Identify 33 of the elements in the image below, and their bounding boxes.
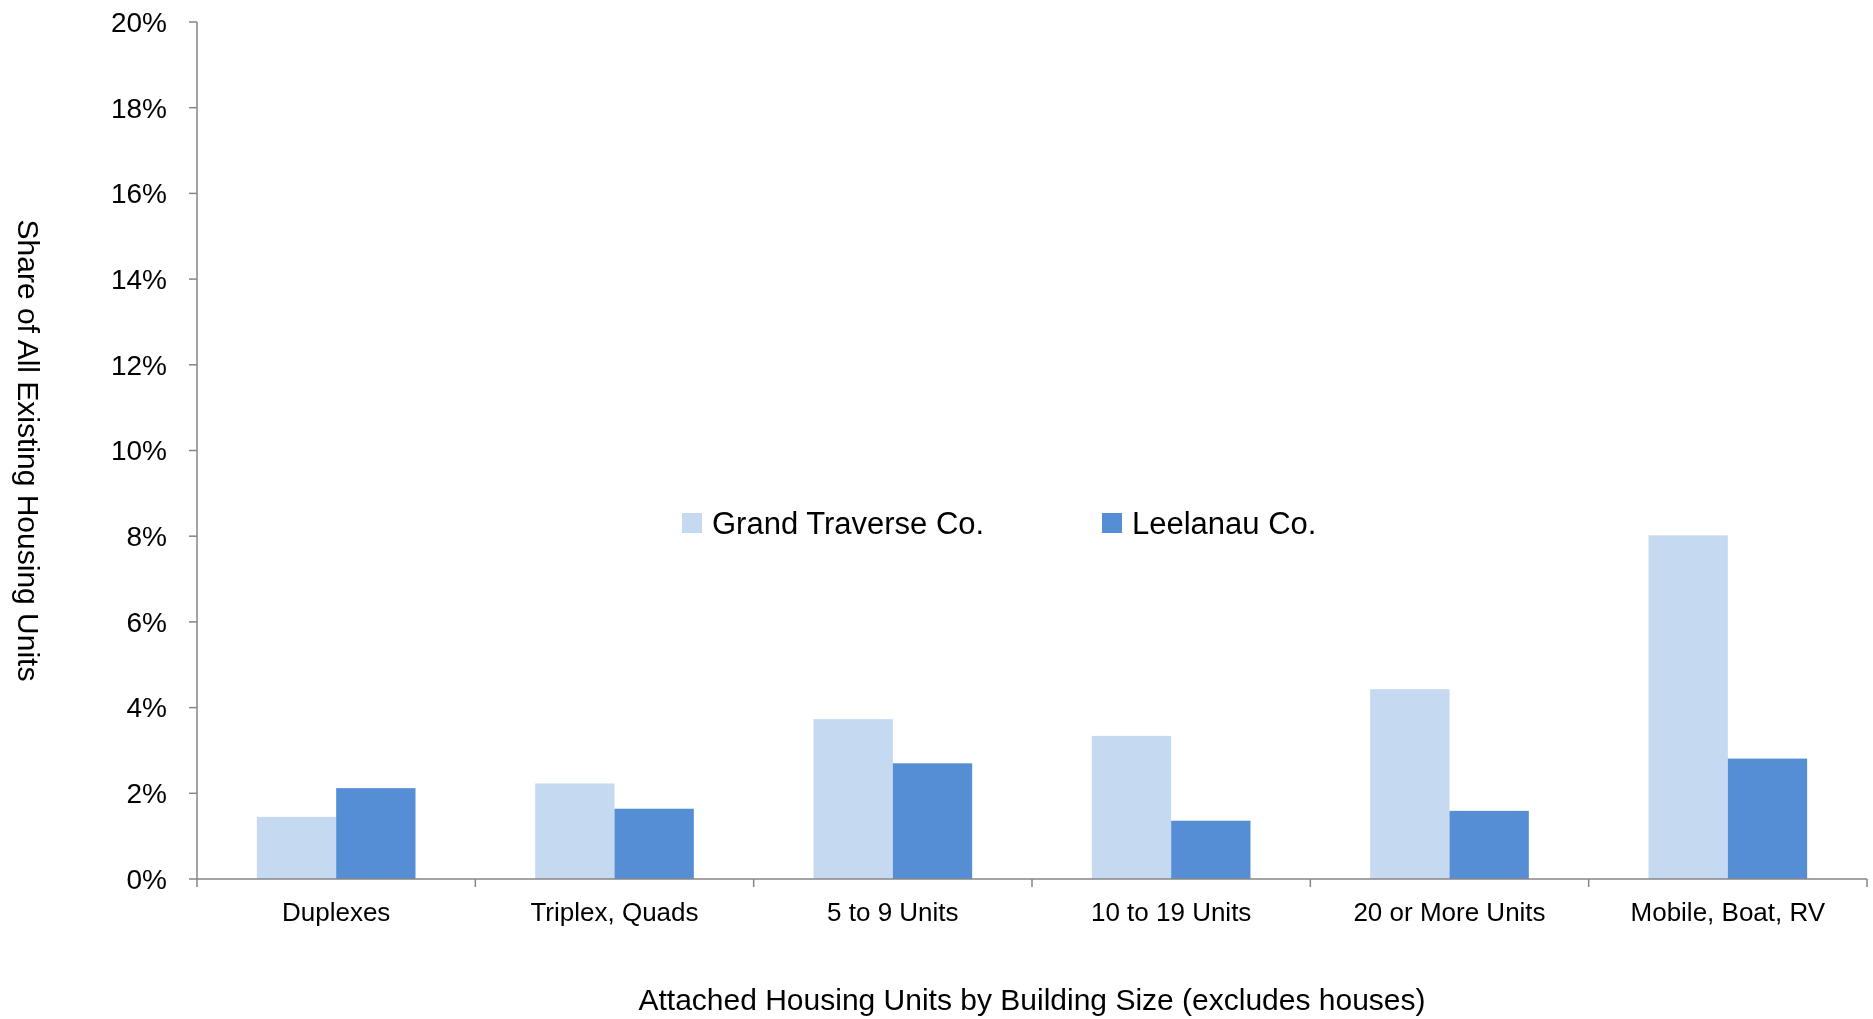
y-tick-label: 6% <box>126 606 167 638</box>
bar <box>1370 689 1450 879</box>
y-tick-label: 14% <box>110 263 167 295</box>
bar <box>813 719 893 879</box>
y-tick-label: 16% <box>110 178 167 210</box>
legend-label: Grand Traverse Co. <box>712 505 985 541</box>
bar <box>1727 758 1808 879</box>
bar <box>1091 735 1172 879</box>
x-tick-label: 20 or More Units <box>1353 897 1546 927</box>
bar <box>535 783 615 879</box>
x-axis-title: Attached Housing Units by Building Size (excludes houses) <box>638 983 1426 1016</box>
x-tick-label: Triplex, Quads <box>530 897 699 927</box>
bar <box>1171 820 1251 879</box>
bar <box>1648 535 1728 879</box>
x-tick-label: 5 to 9 Units <box>827 897 959 927</box>
bar <box>256 816 337 879</box>
y-tick-label: 18% <box>110 92 167 124</box>
bar <box>336 788 416 879</box>
y-axis-title: Share of All Existing Housing Units <box>12 219 45 682</box>
bar <box>892 763 973 879</box>
y-tick-label: 2% <box>126 778 167 810</box>
y-tick-label: 0% <box>126 863 167 895</box>
y-tick-label: 10% <box>110 435 167 467</box>
x-tick-label: Mobile, Boat, RV <box>1630 897 1826 927</box>
y-tick-label: 12% <box>110 349 167 381</box>
y-tick-label: 8% <box>126 521 167 552</box>
bar <box>614 808 694 879</box>
y-tick-label: 20% <box>110 6 167 38</box>
y-tick-label: 4% <box>126 692 167 724</box>
legend-label: Leelanau Co. <box>1132 505 1317 541</box>
bar <box>1449 810 1529 879</box>
x-tick-label: 10 to 19 Units <box>1090 897 1252 927</box>
x-tick-label: Duplexes <box>281 897 391 927</box>
